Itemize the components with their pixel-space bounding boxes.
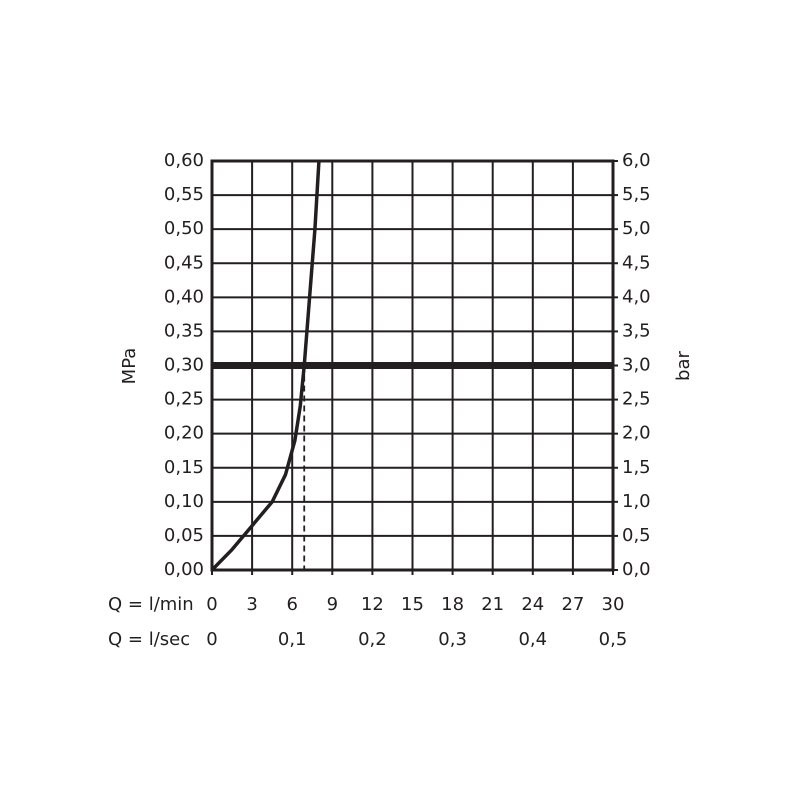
- y-tick-label: 0,55: [164, 184, 204, 205]
- y-tick-label: 0,50: [164, 218, 204, 239]
- y2-tick-label: 0,5: [622, 525, 651, 546]
- x-tick-label: 21: [481, 594, 504, 615]
- y-axis-label: MPa: [119, 348, 140, 385]
- y-tick-label: 0,00: [164, 559, 204, 580]
- x-tick-label: 24: [521, 594, 544, 615]
- y-tick-label: 0,10: [164, 491, 204, 512]
- x-tick-label: 6: [286, 594, 297, 615]
- x2-tick-label: 0,3: [438, 629, 467, 650]
- y-tick-label: 0,45: [164, 252, 204, 273]
- y2-tick-label: 1,5: [622, 457, 651, 478]
- y2-tick-label: 6,0: [622, 150, 651, 171]
- x2-tick-label: 0,4: [518, 629, 547, 650]
- y2-tick-label: 1,0: [622, 491, 651, 512]
- y2-tick-label: 4,0: [622, 286, 651, 307]
- x-tick-label: 30: [602, 594, 625, 615]
- x-tick-label: 15: [401, 594, 424, 615]
- y-tick-label: 0,35: [164, 320, 204, 341]
- y-tick-label: 0,05: [164, 525, 204, 546]
- x-row-label: Q = l/min: [108, 594, 194, 615]
- y2-tick-label: 4,5: [622, 252, 651, 273]
- y2-axis-label: bar: [673, 350, 694, 380]
- y-tick-label: 0,25: [164, 389, 204, 410]
- y2-tick-label: 2,0: [622, 423, 651, 444]
- y-tick-label: 0,60: [164, 150, 204, 171]
- y2-tick-label: 2,5: [622, 389, 651, 410]
- x2-row-label: Q = l/sec: [108, 629, 190, 650]
- x-tick-label: 27: [561, 594, 584, 615]
- x-tick-label: 12: [361, 594, 384, 615]
- x2-tick-label: 0,2: [358, 629, 387, 650]
- y2-tick-label: 3,5: [622, 320, 651, 341]
- x-tick-label: 9: [327, 594, 338, 615]
- y2-tick-label: 3,0: [622, 355, 651, 376]
- y2-tick-label: 5,0: [622, 218, 651, 239]
- x-tick-label: 0: [206, 594, 217, 615]
- x2-tick-label: 0: [206, 629, 217, 650]
- y2-tick-label: 5,5: [622, 184, 651, 205]
- y-tick-label: 0,30: [164, 355, 204, 376]
- x-tick-label: 18: [441, 594, 464, 615]
- y-tick-label: 0,40: [164, 286, 204, 307]
- y-tick-label: 0,15: [164, 457, 204, 478]
- x2-tick-label: 0,1: [278, 629, 307, 650]
- x-tick-label: 3: [246, 594, 257, 615]
- y2-tick-label: 0,0: [622, 559, 651, 580]
- flow-curve: [210, 160, 321, 572]
- y-tick-label: 0,20: [164, 423, 204, 444]
- x2-tick-label: 0,5: [599, 629, 628, 650]
